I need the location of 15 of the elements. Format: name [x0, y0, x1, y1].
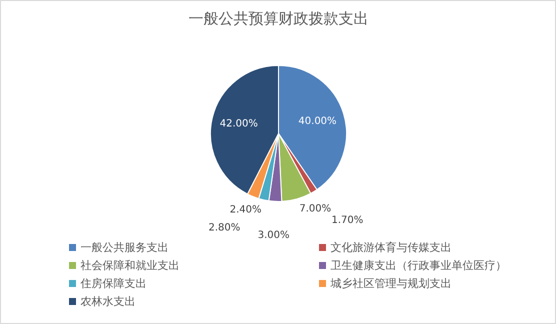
legend-label: 住房保障支出: [80, 277, 146, 290]
data-label: 3.00%: [258, 230, 290, 241]
data-label: 1.70%: [332, 215, 364, 226]
legend-label: 农林水支出: [80, 295, 136, 308]
legend-label: 卫生健康支出（行政事业单位医疗）: [330, 259, 506, 272]
data-label: 40.00%: [298, 116, 337, 127]
data-label: 2.80%: [208, 222, 240, 234]
legend-label: 城乡社区管理与规划支出: [330, 277, 452, 290]
legend-label: 文化旅游体育与传媒支出: [330, 241, 452, 254]
legend-label: 社会保障和就业支出: [80, 259, 180, 272]
data-label: 42.00%: [220, 118, 258, 130]
data-label: 2.40%: [230, 204, 262, 216]
chart-title: 一般公共预算财政拨款支出: [188, 10, 368, 28]
data-label: 7.00%: [299, 203, 332, 214]
legend-label: 一般公共服务支出: [80, 241, 168, 254]
